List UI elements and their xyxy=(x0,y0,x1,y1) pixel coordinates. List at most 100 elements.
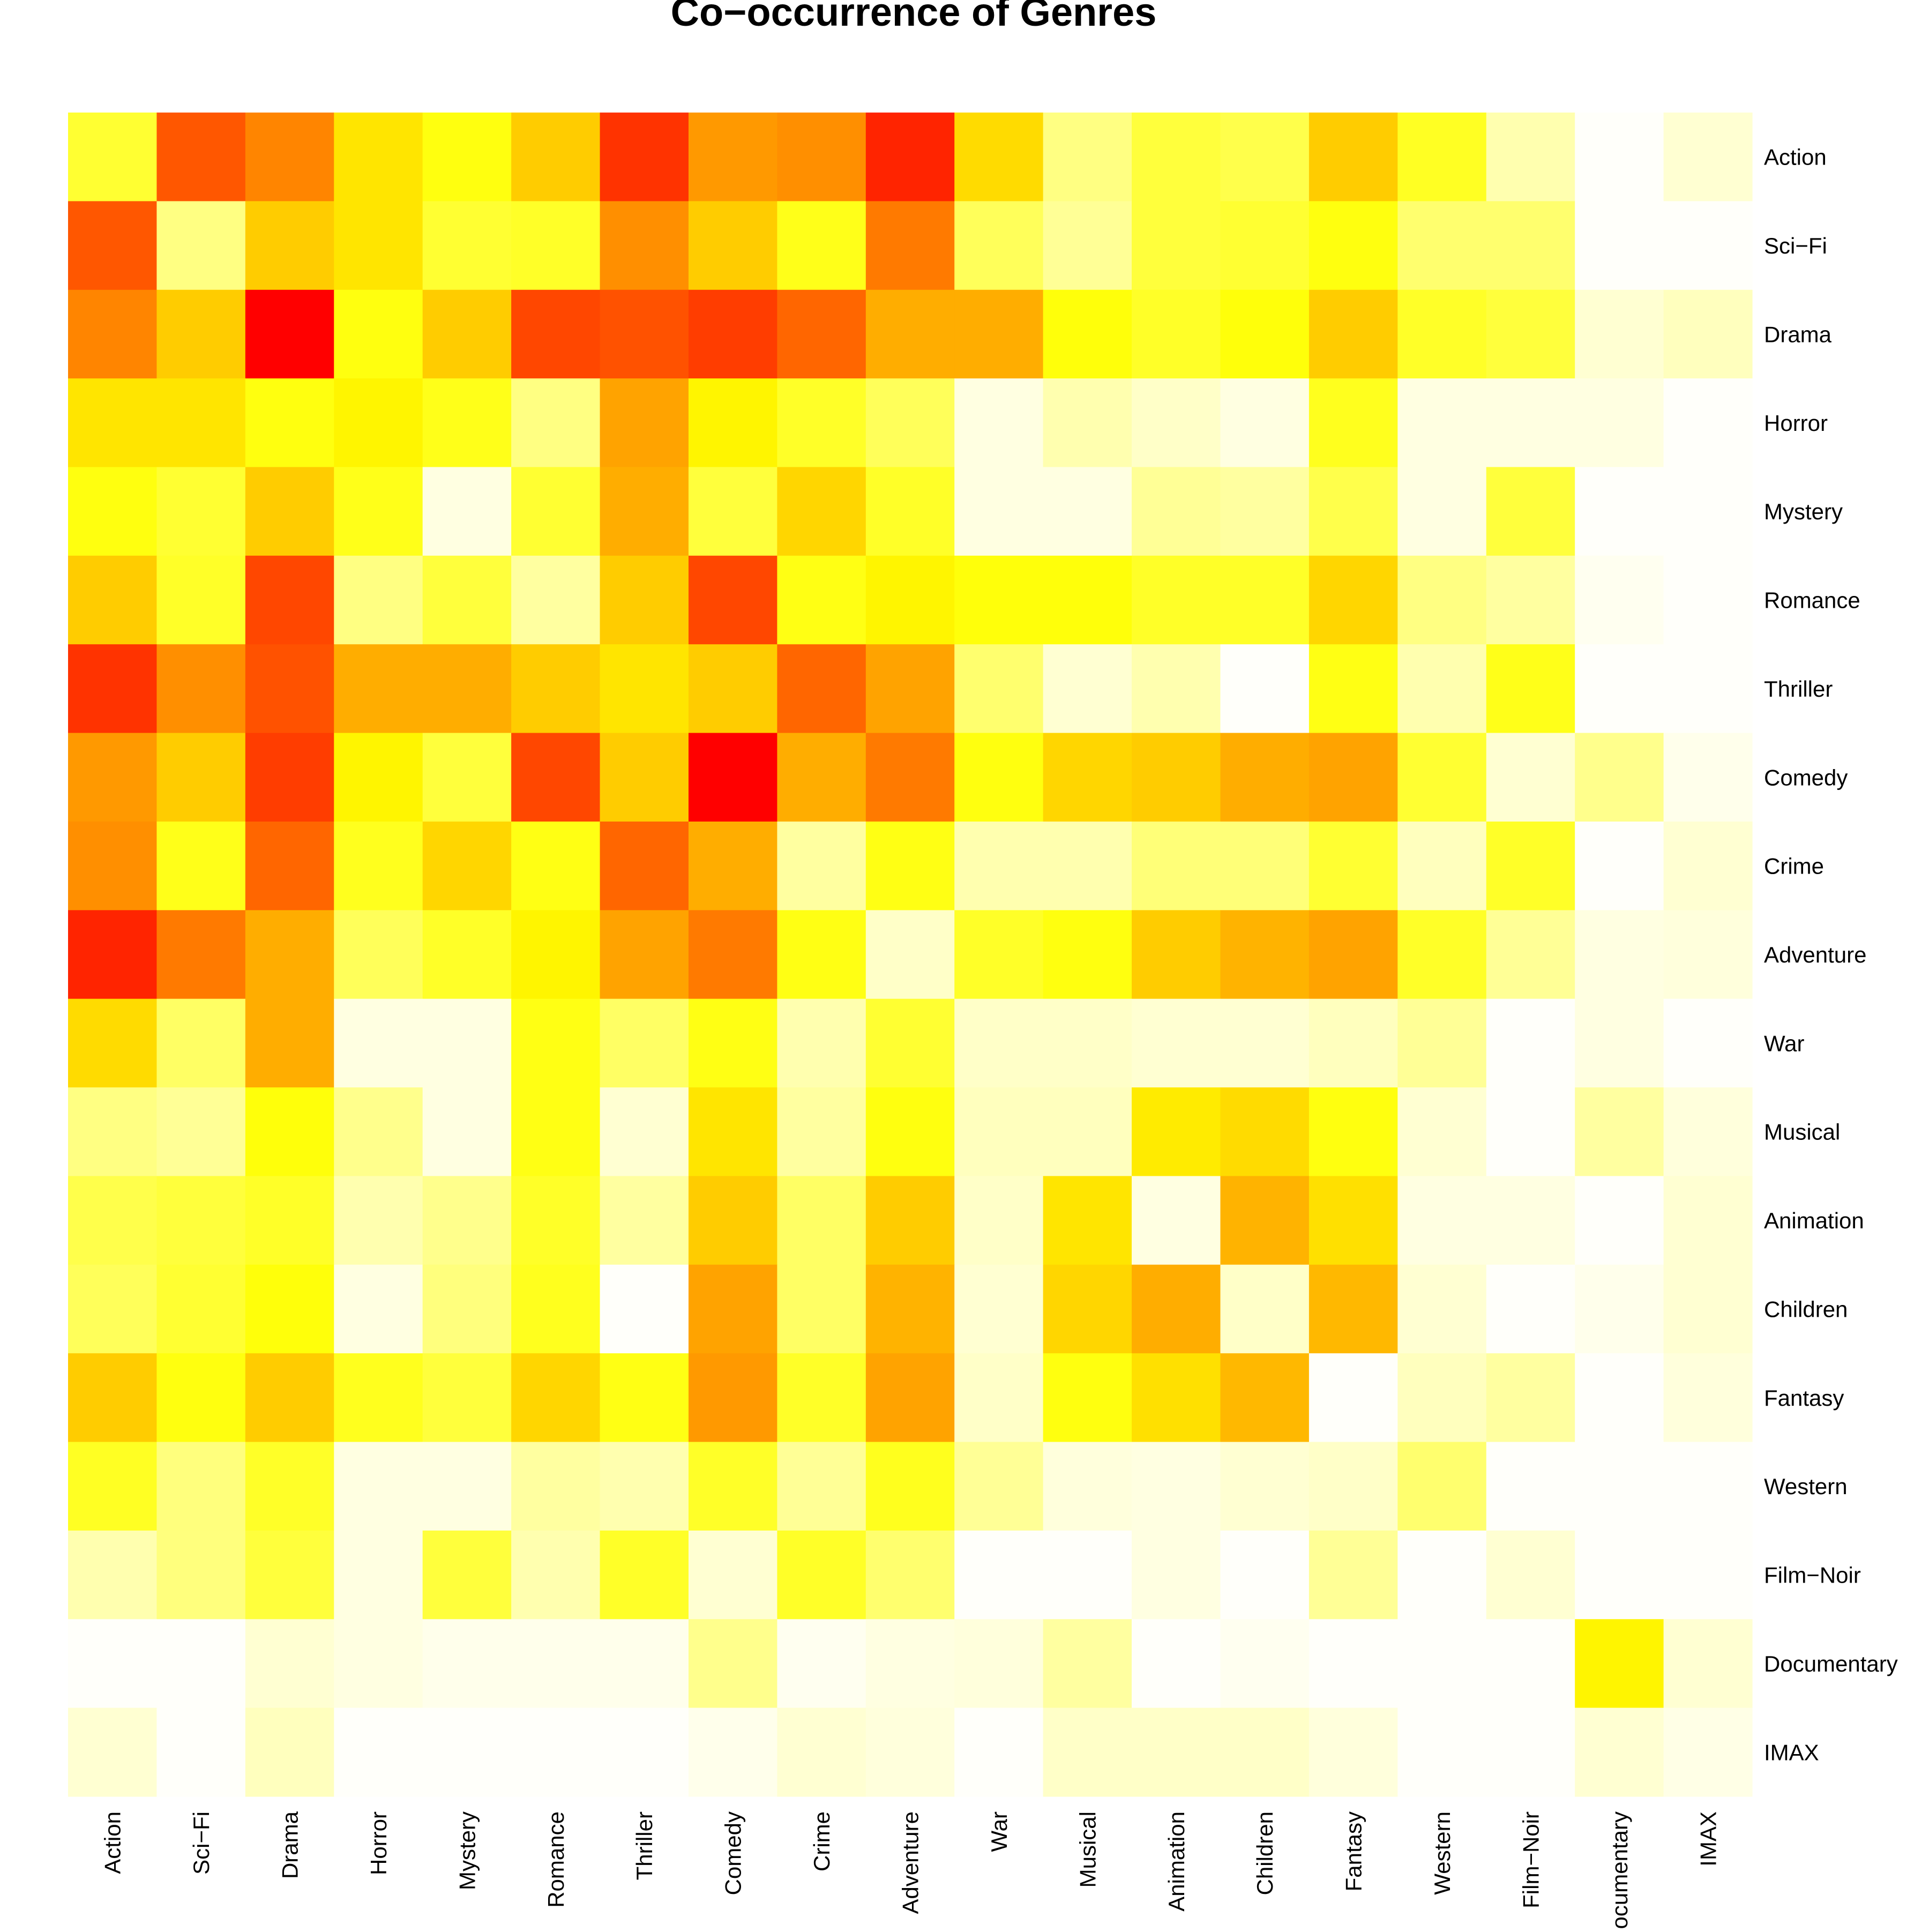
heatmap-cell-horror-comedy xyxy=(688,378,777,468)
heatmap-cell-western-war xyxy=(954,1442,1044,1531)
column-label-animation: Animation xyxy=(1164,1811,1189,1912)
heatmap-cell-film-noir-documentary xyxy=(1575,1530,1664,1620)
heatmap-cell-war-children xyxy=(1220,998,1310,1088)
heatmap-cell-western-romance xyxy=(511,1442,601,1531)
heatmap-cell-musical-action xyxy=(68,1087,158,1177)
heatmap-cell-musical-mystery xyxy=(422,1087,512,1177)
heatmap-cell-fantasy-crime xyxy=(777,1353,866,1443)
chart-title: Co−occurrence of Genres xyxy=(671,0,1157,34)
heatmap-cell-sci-fi-war xyxy=(954,201,1044,290)
heatmap-cell-mystery-children xyxy=(1220,467,1310,556)
row-label-animation: Animation xyxy=(1764,1208,1864,1233)
heatmap-cell-drama-documentary xyxy=(1575,289,1664,379)
heatmap-cell-fantasy-comedy xyxy=(688,1353,777,1443)
heatmap-cell-thriller-drama xyxy=(245,644,334,734)
heatmap-cell-film-noir-horror xyxy=(334,1530,423,1620)
heatmap-cell-horror-documentary xyxy=(1575,378,1664,468)
heatmap-cell-crime-film-noir xyxy=(1486,821,1575,911)
row-label-fantasy: Fantasy xyxy=(1764,1385,1844,1411)
heatmap-cell-mystery-comedy xyxy=(688,467,777,556)
row-label-documentary: Documentary xyxy=(1764,1651,1898,1676)
heatmap-cell-film-noir-romance xyxy=(511,1530,601,1620)
column-label-crime: Crime xyxy=(809,1811,834,1871)
heatmap-cell-musical-fantasy xyxy=(1309,1087,1398,1177)
heatmap-cell-horror-action xyxy=(68,378,158,468)
heatmap-cell-mystery-horror xyxy=(334,467,423,556)
heatmap-cell-romance-horror xyxy=(334,555,423,645)
heatmap-cell-sci-fi-horror xyxy=(334,201,423,290)
heatmap-cell-documentary-drama xyxy=(245,1619,334,1709)
heatmap-cell-mystery-drama xyxy=(245,467,334,556)
heatmap-cell-drama-thriller xyxy=(600,289,689,379)
heatmap-cell-thriller-sci-fi xyxy=(156,644,246,734)
heatmap-cell-action-children xyxy=(1220,113,1310,202)
heatmap-cell-western-film-noir xyxy=(1486,1442,1575,1531)
heatmap-cell-sci-fi-fantasy xyxy=(1309,201,1398,290)
column-label-war: War xyxy=(986,1811,1012,1852)
heatmap-cell-drama-action xyxy=(68,289,158,379)
heatmap-cell-documentary-mystery xyxy=(422,1619,512,1709)
heatmap-cell-mystery-thriller xyxy=(600,467,689,556)
heatmap-cell-animation-children xyxy=(1220,1176,1310,1265)
heatmap-cell-fantasy-animation xyxy=(1132,1353,1221,1443)
heatmap-cell-action-war xyxy=(954,113,1044,202)
heatmap-cell-documentary-film-noir xyxy=(1486,1619,1575,1709)
heatmap-cell-crime-musical xyxy=(1043,821,1132,911)
heatmap-cell-western-sci-fi xyxy=(156,1442,246,1531)
heatmap-cell-crime-children xyxy=(1220,821,1310,911)
heatmap-cell-animation-documentary xyxy=(1575,1176,1664,1265)
heatmap-cell-animation-comedy xyxy=(688,1176,777,1265)
heatmap-cell-thriller-action xyxy=(68,644,158,734)
heatmap-cell-animation-sci-fi xyxy=(156,1176,246,1265)
heatmap-cell-horror-fantasy xyxy=(1309,378,1398,468)
heatmap-cell-musical-western xyxy=(1397,1087,1487,1177)
heatmap-cell-animation-horror xyxy=(334,1176,423,1265)
heatmap-cell-mystery-imax xyxy=(1663,467,1753,556)
heatmap-cell-imax-sci-fi xyxy=(156,1707,246,1797)
heatmap-cell-sci-fi-adventure xyxy=(865,201,955,290)
heatmap-cell-thriller-romance xyxy=(511,644,601,734)
heatmap-cell-adventure-crime xyxy=(777,910,866,999)
heatmap-cell-animation-musical xyxy=(1043,1176,1132,1265)
heatmap-cell-children-film-noir xyxy=(1486,1264,1575,1354)
heatmap-cell-sci-fi-crime xyxy=(777,201,866,290)
heatmap-cell-imax-drama xyxy=(245,1707,334,1797)
row-label-crime: Crime xyxy=(1764,854,1824,879)
heatmap-cell-animation-war xyxy=(954,1176,1044,1265)
heatmap-cell-war-horror xyxy=(334,998,423,1088)
heatmap-cell-war-animation xyxy=(1132,998,1221,1088)
heatmap-cell-crime-imax xyxy=(1663,821,1753,911)
heatmap-cell-war-western xyxy=(1397,998,1487,1088)
row-label-sci-fi: Sci−Fi xyxy=(1764,233,1827,258)
heatmap-cell-film-noir-crime xyxy=(777,1530,866,1620)
heatmap-cell-adventure-adventure xyxy=(865,910,955,999)
heatmap-cell-horror-romance xyxy=(511,378,601,468)
heatmap-cell-fantasy-children xyxy=(1220,1353,1310,1443)
heatmap-cell-children-horror xyxy=(334,1264,423,1354)
heatmap-cell-war-war xyxy=(954,998,1044,1088)
heatmap-cell-children-crime xyxy=(777,1264,866,1354)
heatmap-cell-horror-mystery xyxy=(422,378,512,468)
heatmap-cell-action-crime xyxy=(777,113,866,202)
heatmap-cell-adventure-musical xyxy=(1043,910,1132,999)
heatmap-cell-documentary-thriller xyxy=(600,1619,689,1709)
heatmap-cell-comedy-war xyxy=(954,733,1044,822)
heatmap-cell-documentary-war xyxy=(954,1619,1044,1709)
column-label-adventure: Adventure xyxy=(898,1811,923,1914)
heatmap-cell-sci-fi-animation xyxy=(1132,201,1221,290)
heatmap-cell-adventure-war xyxy=(954,910,1044,999)
heatmap-cell-adventure-thriller xyxy=(600,910,689,999)
heatmap-cell-film-noir-mystery xyxy=(422,1530,512,1620)
heatmap-cell-romance-animation xyxy=(1132,555,1221,645)
heatmap-cell-drama-children xyxy=(1220,289,1310,379)
heatmap-cell-western-adventure xyxy=(865,1442,955,1531)
heatmap-cell-documentary-action xyxy=(68,1619,158,1709)
column-label-imax: IMAX xyxy=(1695,1811,1721,1867)
heatmap-cell-children-adventure xyxy=(865,1264,955,1354)
heatmap-cell-romance-children xyxy=(1220,555,1310,645)
heatmap-cell-romance-action xyxy=(68,555,158,645)
heatmap-cell-film-noir-children xyxy=(1220,1530,1310,1620)
heatmap-cell-horror-animation xyxy=(1132,378,1221,468)
heatmap-cell-western-children xyxy=(1220,1442,1310,1531)
heatmap-cell-film-noir-musical xyxy=(1043,1530,1132,1620)
